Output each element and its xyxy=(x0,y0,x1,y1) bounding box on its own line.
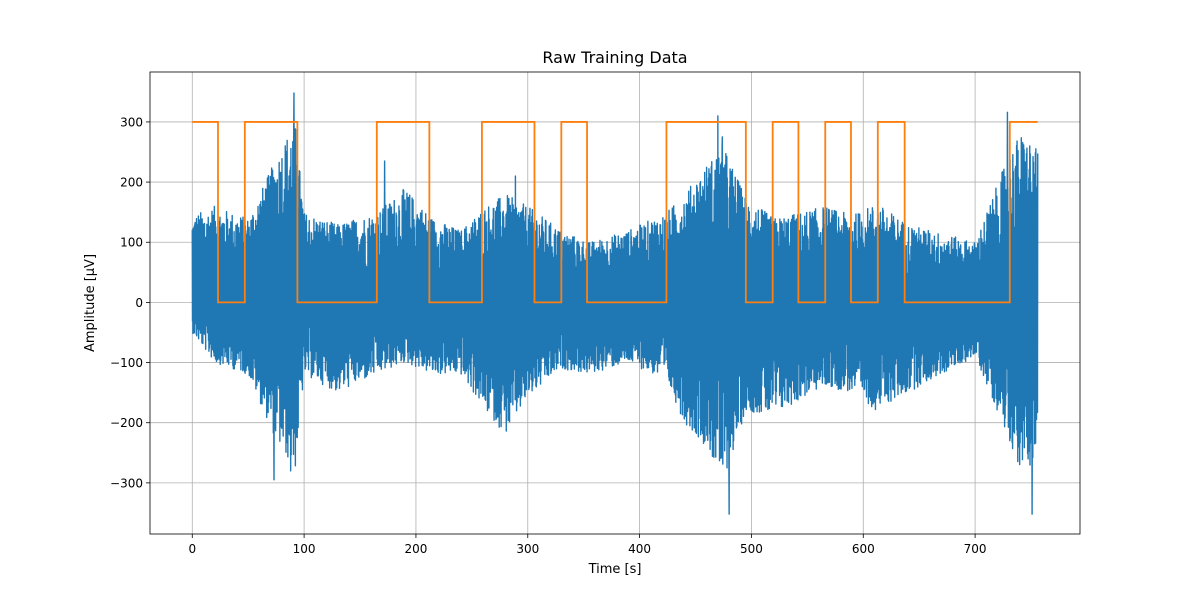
chart-title: Raw Training Data xyxy=(542,48,687,67)
x-tick-label: 700 xyxy=(964,542,987,556)
x-tick-label: 400 xyxy=(628,542,651,556)
x-tick-label: 300 xyxy=(516,542,539,556)
x-axis-label: Time [s] xyxy=(588,562,642,577)
y-tick-label: −300 xyxy=(110,476,143,490)
plot-frame xyxy=(149,71,1081,535)
y-tick-label: 200 xyxy=(120,176,143,190)
series-label-step-line xyxy=(192,121,1038,304)
x-tick-label: 100 xyxy=(293,542,316,556)
y-axis-label: Amplitude [µV] xyxy=(83,254,98,352)
y-axis: −300 −200 −100 0 100 200 300 xyxy=(110,115,150,490)
x-tick-label: 600 xyxy=(852,542,875,556)
x-tick-label: 0 xyxy=(188,542,196,556)
y-tick-label: −200 xyxy=(110,416,143,430)
x-tick-label: 500 xyxy=(740,542,763,556)
plot-area xyxy=(191,92,1039,515)
y-tick-label: 100 xyxy=(120,236,143,250)
y-tick-label: 300 xyxy=(120,115,143,129)
x-axis: 0 100 200 300 400 500 600 700 xyxy=(188,534,987,556)
series-raw-signal-line xyxy=(191,92,1039,515)
y-tick-label: 0 xyxy=(135,296,143,310)
y-tick-label: −100 xyxy=(110,356,143,370)
x-tick-label: 200 xyxy=(404,542,427,556)
series-layer xyxy=(191,92,1039,515)
